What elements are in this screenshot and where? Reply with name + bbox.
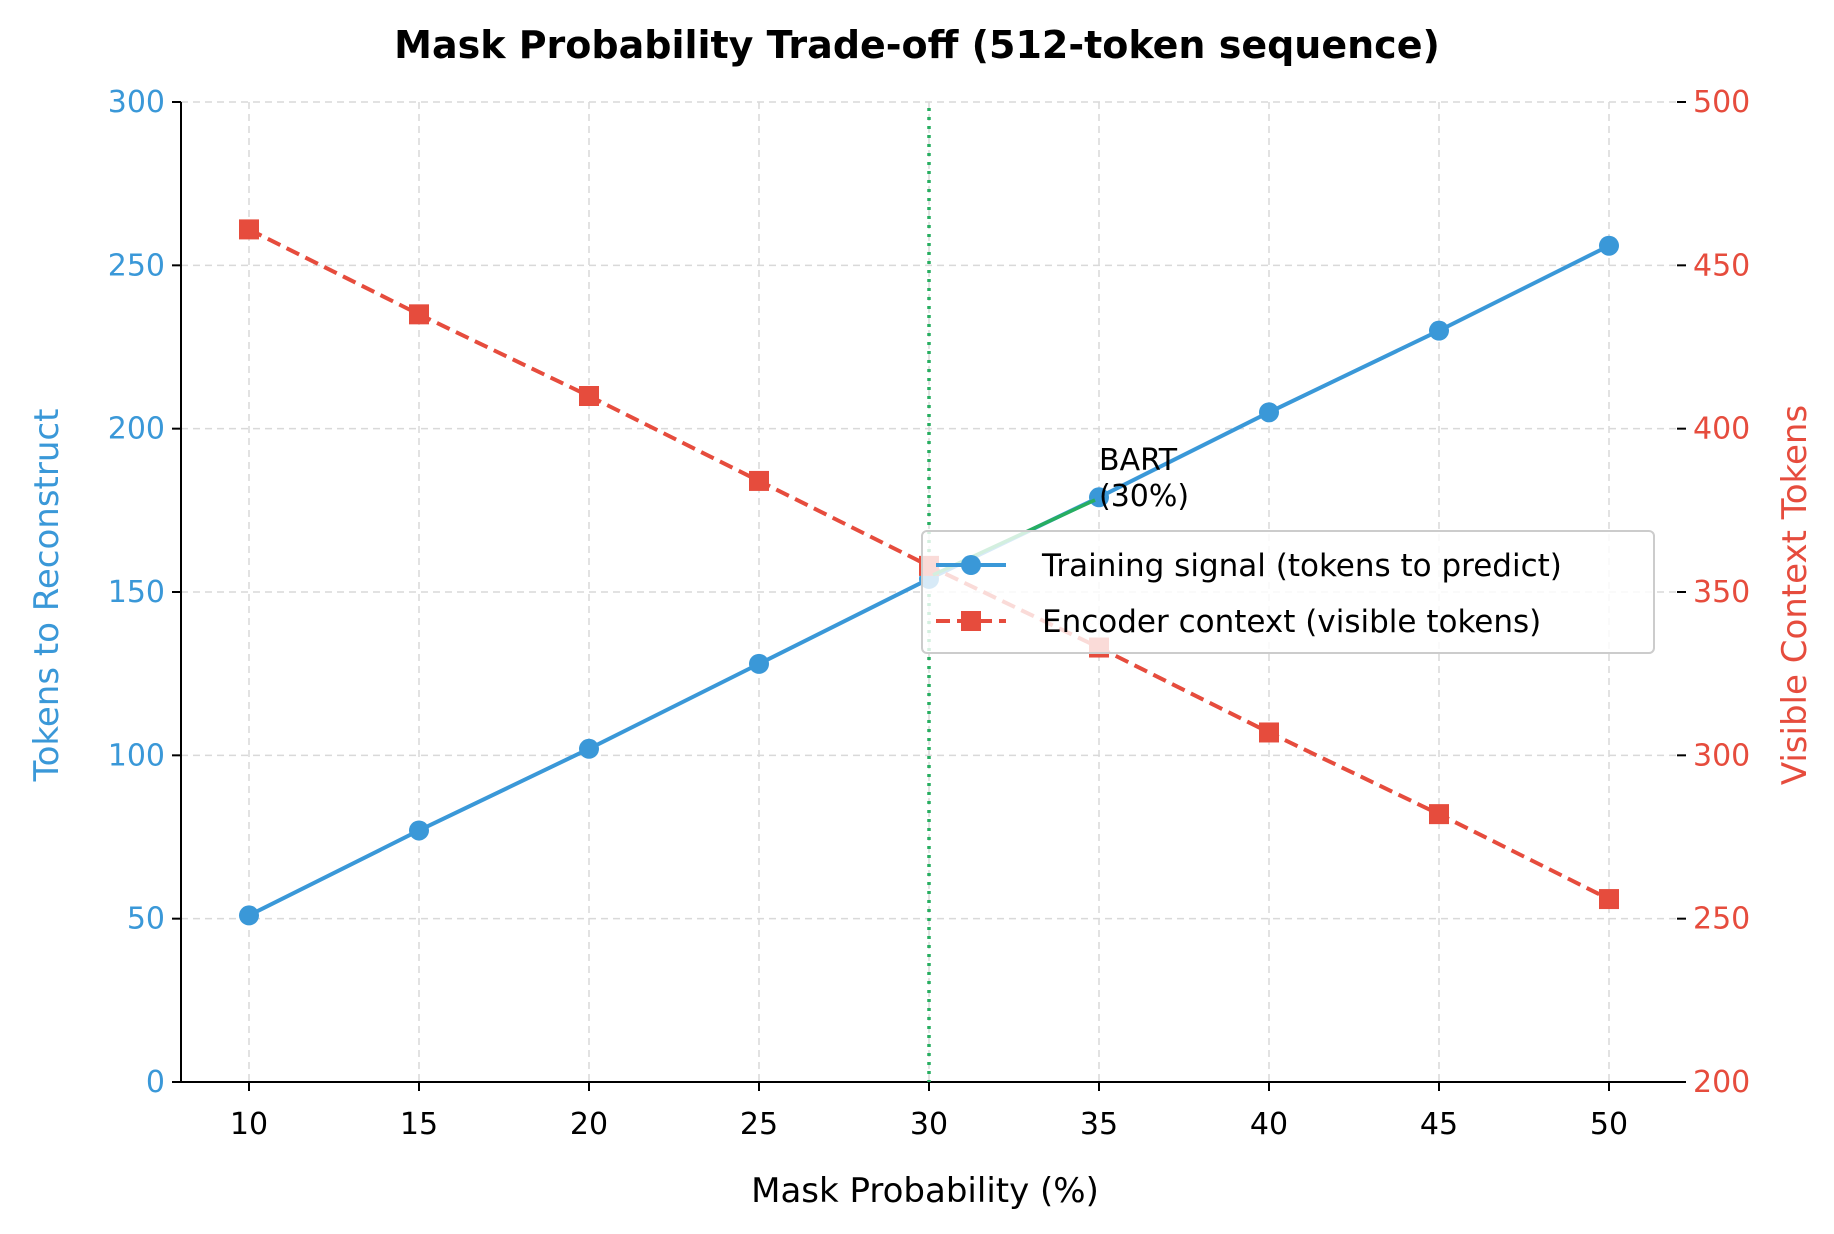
y-right-tick-label: 500 xyxy=(1693,85,1750,120)
legend-label: Encoder context (visible tokens) xyxy=(1042,604,1541,640)
legend: Training signal (tokens to predict) Encod… xyxy=(921,530,1655,654)
data-point xyxy=(579,386,599,406)
data-point xyxy=(1599,889,1619,910)
y-left-tick-label: 300 xyxy=(108,85,165,120)
legend-box xyxy=(921,530,1655,654)
data-point xyxy=(749,653,769,674)
data-point xyxy=(1259,402,1279,423)
x-tick-label: 20 xyxy=(570,1107,608,1142)
y-left-tick-label: 200 xyxy=(108,412,165,447)
x-tick-label: 15 xyxy=(400,1107,438,1142)
legend-swatch-marker xyxy=(961,555,981,575)
y-left-axis-label: Tokens to Reconstruct xyxy=(27,409,67,783)
data-point xyxy=(1259,722,1279,743)
y-left-tick-label: 150 xyxy=(108,575,165,610)
annotation-text: (30%) xyxy=(1099,479,1189,514)
x-tick-label: 30 xyxy=(910,1107,948,1142)
data-point xyxy=(579,738,599,759)
y-left-tick-label: 100 xyxy=(108,738,165,773)
data-point xyxy=(749,470,769,491)
y-right-tick-label: 200 xyxy=(1693,1065,1750,1100)
y-left-tick-label: 0 xyxy=(146,1065,165,1100)
y-right-tick-label: 450 xyxy=(1693,248,1750,283)
y-right-tick-label: 350 xyxy=(1693,575,1750,610)
annotation-text: BART xyxy=(1099,443,1178,478)
x-tick-label: 25 xyxy=(740,1107,778,1142)
x-tick-label: 35 xyxy=(1080,1107,1118,1142)
x-tick-label: 50 xyxy=(1590,1107,1628,1142)
data-point xyxy=(409,304,429,325)
y-left-tick-label: 250 xyxy=(108,248,165,283)
y-right-tick-label: 300 xyxy=(1693,738,1750,773)
data-point xyxy=(409,820,429,841)
y-right-axis-ticks: 200 250 300 350 400 450 500 xyxy=(1677,85,1750,1100)
y-right-tick-label: 400 xyxy=(1693,412,1750,447)
x-axis-label: Mask Probability (%) xyxy=(751,1171,1099,1211)
legend-swatch-marker xyxy=(961,611,981,631)
x-tick-label: 45 xyxy=(1420,1107,1458,1142)
y-left-tick-label: 50 xyxy=(127,902,165,937)
data-point xyxy=(1429,320,1449,341)
y-right-axis-label: Visible Context Tokens xyxy=(1775,405,1815,785)
data-point xyxy=(239,219,259,240)
x-axis-ticks: 10 15 20 25 30 35 40 45 50 xyxy=(230,1082,1628,1142)
y-left-axis-ticks: 0 50 100 150 200 250 300 xyxy=(108,85,181,1100)
x-tick-label: 10 xyxy=(230,1107,268,1142)
x-tick-label: 40 xyxy=(1250,1107,1288,1142)
data-point xyxy=(1429,804,1449,825)
legend-label: Training signal (tokens to predict) xyxy=(1041,548,1562,584)
data-point xyxy=(1599,235,1619,256)
chart-title: Mask Probability Trade-off (512-token se… xyxy=(394,23,1440,67)
y-right-tick-label: 250 xyxy=(1693,902,1750,937)
data-point xyxy=(239,905,259,926)
